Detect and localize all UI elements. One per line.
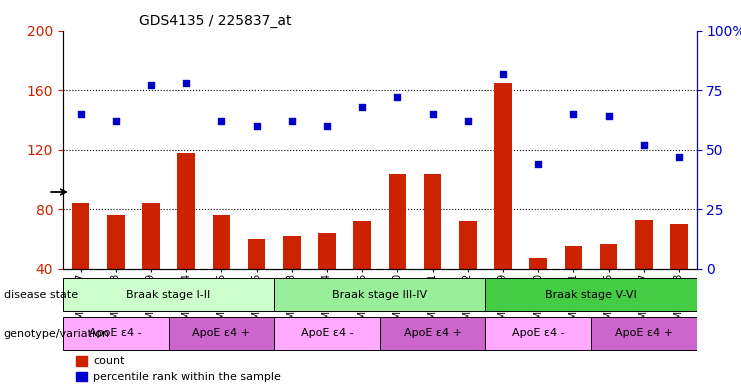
Text: GDS4135 / 225837_at: GDS4135 / 225837_at [139, 14, 291, 28]
Point [216, 118, 227, 124]
Text: count: count [93, 356, 125, 366]
Point [250, 123, 262, 129]
Point [321, 123, 333, 129]
Point [75, 111, 87, 117]
Point [356, 104, 368, 110]
Point [532, 161, 544, 167]
Point [180, 80, 192, 86]
Bar [213, 215, 230, 269]
Point [462, 118, 473, 124]
Point [673, 154, 685, 160]
Bar [565, 247, 582, 269]
Point [286, 118, 298, 124]
Text: Braak stage V-VI: Braak stage V-VI [545, 290, 637, 300]
Bar [529, 258, 547, 269]
Point [497, 71, 509, 77]
Text: disease state: disease state [4, 290, 78, 300]
Point [145, 83, 157, 89]
Bar [485, 278, 697, 311]
Bar [670, 224, 688, 269]
Bar [353, 221, 371, 269]
Text: ApoE ε4 -: ApoE ε4 - [301, 328, 353, 338]
Text: ApoE ε4 +: ApoE ε4 + [615, 328, 673, 338]
Bar [379, 317, 485, 349]
Bar [274, 317, 379, 349]
Bar [107, 215, 124, 269]
Bar [599, 243, 617, 269]
Bar [494, 83, 512, 269]
Point [391, 94, 403, 101]
Bar [388, 174, 406, 269]
Bar [63, 278, 274, 311]
Bar [76, 356, 87, 366]
Text: ApoE ε4 +: ApoE ε4 + [193, 328, 250, 338]
Bar [274, 278, 485, 311]
Bar [142, 204, 160, 269]
Bar [459, 221, 476, 269]
Text: ApoE ε4 -: ApoE ε4 - [90, 328, 142, 338]
Bar [283, 236, 301, 269]
Bar [63, 317, 169, 349]
Bar [177, 153, 195, 269]
Text: percentile rank within the sample: percentile rank within the sample [93, 372, 282, 382]
Point [638, 142, 650, 148]
Bar [424, 174, 442, 269]
Bar [485, 317, 591, 349]
Bar [72, 204, 90, 269]
Point [568, 111, 579, 117]
Bar [168, 317, 274, 349]
Text: genotype/variation: genotype/variation [4, 329, 110, 339]
Point [602, 113, 614, 119]
Bar [591, 317, 697, 349]
Point [427, 111, 439, 117]
Bar [635, 220, 653, 269]
Text: Braak stage I-II: Braak stage I-II [127, 290, 210, 300]
Point [110, 118, 122, 124]
Bar [76, 372, 87, 381]
Bar [318, 233, 336, 269]
Text: Braak stage III-IV: Braak stage III-IV [332, 290, 428, 300]
Text: ApoE ε4 +: ApoE ε4 + [404, 328, 462, 338]
Bar [247, 239, 265, 269]
Text: ApoE ε4 -: ApoE ε4 - [512, 328, 565, 338]
